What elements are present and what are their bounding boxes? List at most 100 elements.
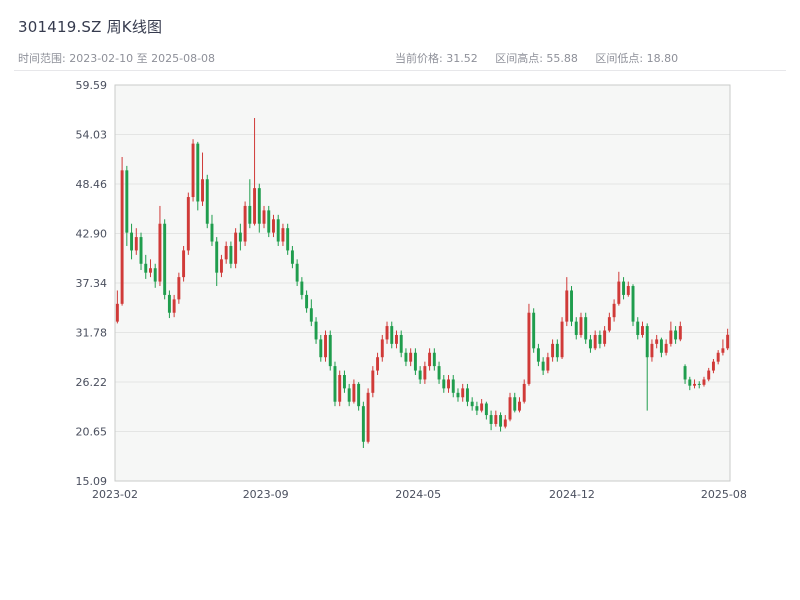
candle-body [697, 383, 701, 385]
y-axis-tick-label: 15.09 [76, 475, 108, 488]
candle-body [503, 419, 507, 427]
candle-body [574, 321, 578, 335]
candle-body [465, 388, 469, 402]
candle-body [262, 210, 266, 224]
candle-body [541, 361, 545, 371]
candle-body [380, 339, 384, 358]
candle-body [385, 326, 389, 340]
candle-body [404, 352, 408, 362]
candle-body [338, 375, 342, 402]
candle-body [139, 237, 143, 264]
candle-body [494, 415, 498, 424]
candle-body [593, 334, 597, 349]
candle-body [442, 379, 446, 389]
candle-body [257, 188, 261, 224]
candle-body [248, 205, 252, 224]
candle-body [196, 143, 200, 202]
candle-body [626, 286, 630, 295]
candle-body [499, 415, 503, 427]
candle-body [655, 339, 659, 344]
candle-body [716, 352, 720, 362]
candle-body [357, 383, 361, 407]
candle-body [688, 379, 692, 386]
candle-body [622, 281, 626, 295]
candle-body [683, 366, 687, 380]
candle-body [347, 388, 351, 402]
range-low-label: 区间低点: 18.80 [595, 52, 679, 65]
candle-body [324, 334, 327, 358]
y-axis-tick-label: 37.34 [76, 277, 108, 290]
candle-body [669, 330, 673, 344]
candle-body [428, 352, 432, 367]
candle-body [361, 406, 365, 442]
candle-body [281, 228, 285, 242]
candle-body [319, 339, 323, 358]
x-axis-tick-label: 2023-02 [92, 488, 138, 501]
candle-body [423, 366, 427, 380]
candle-body [186, 197, 190, 251]
candle-body [172, 299, 176, 313]
candle-body [201, 179, 204, 202]
candle-body [612, 303, 616, 318]
candle-body [726, 334, 730, 349]
candle-body [120, 170, 124, 304]
candle-body [418, 370, 422, 380]
candle-body [272, 219, 275, 233]
candle-body [205, 179, 209, 224]
candle-body [295, 263, 299, 282]
range-high-label: 区间高点: 55.88 [495, 52, 578, 65]
candle-body [508, 397, 512, 420]
page-title: 301419.SZ 周K线图 [18, 18, 163, 36]
candle-body [215, 241, 219, 273]
candle-body [560, 321, 564, 358]
candle-body [253, 188, 257, 224]
candle-body [674, 330, 678, 340]
candle-body [607, 317, 611, 331]
candle-body [456, 392, 460, 398]
candle-body [342, 375, 346, 389]
candle-body [153, 268, 157, 282]
y-axis-tick-label: 59.59 [76, 79, 108, 92]
candle-body [645, 326, 649, 358]
candle-body [371, 370, 375, 393]
candle-body [432, 352, 436, 367]
time-range-label: 时间范围: 2023-02-10 至 2025-08-08 [18, 52, 216, 65]
candle-body [276, 219, 280, 242]
header-divider [14, 70, 786, 71]
candle-body [333, 366, 337, 402]
candle-body [144, 263, 148, 273]
candle-body [588, 339, 592, 349]
candle-body [134, 237, 138, 251]
candle-body [584, 317, 588, 340]
candle-body [650, 343, 654, 358]
candle-body [480, 403, 484, 411]
candle-body [125, 170, 129, 233]
candle-body [286, 228, 290, 251]
candle-body [641, 326, 644, 335]
candle-body [399, 334, 403, 353]
candle-body [451, 379, 455, 393]
candle-body [551, 343, 555, 358]
candle-body [314, 321, 318, 340]
y-axis-tick-label: 26.22 [76, 376, 108, 389]
candle-body [409, 352, 413, 362]
y-axis-tick-label: 48.46 [76, 178, 108, 191]
candle-body [678, 326, 682, 340]
y-axis-tick-label: 42.90 [76, 228, 108, 241]
candle-body [224, 245, 228, 260]
candle-body [721, 348, 725, 353]
candle-body [702, 379, 706, 385]
candle-body [167, 294, 171, 313]
candle-body [267, 210, 271, 233]
candle-body [631, 286, 635, 322]
y-axis-tick-label: 20.65 [76, 426, 108, 439]
candle-body [210, 223, 214, 242]
candle-body [636, 321, 640, 335]
candle-body [437, 366, 441, 380]
candle-body [328, 334, 332, 367]
candle-body [182, 250, 186, 278]
candle-body [579, 317, 583, 335]
candle-body [290, 250, 294, 264]
candle-body [305, 294, 309, 309]
